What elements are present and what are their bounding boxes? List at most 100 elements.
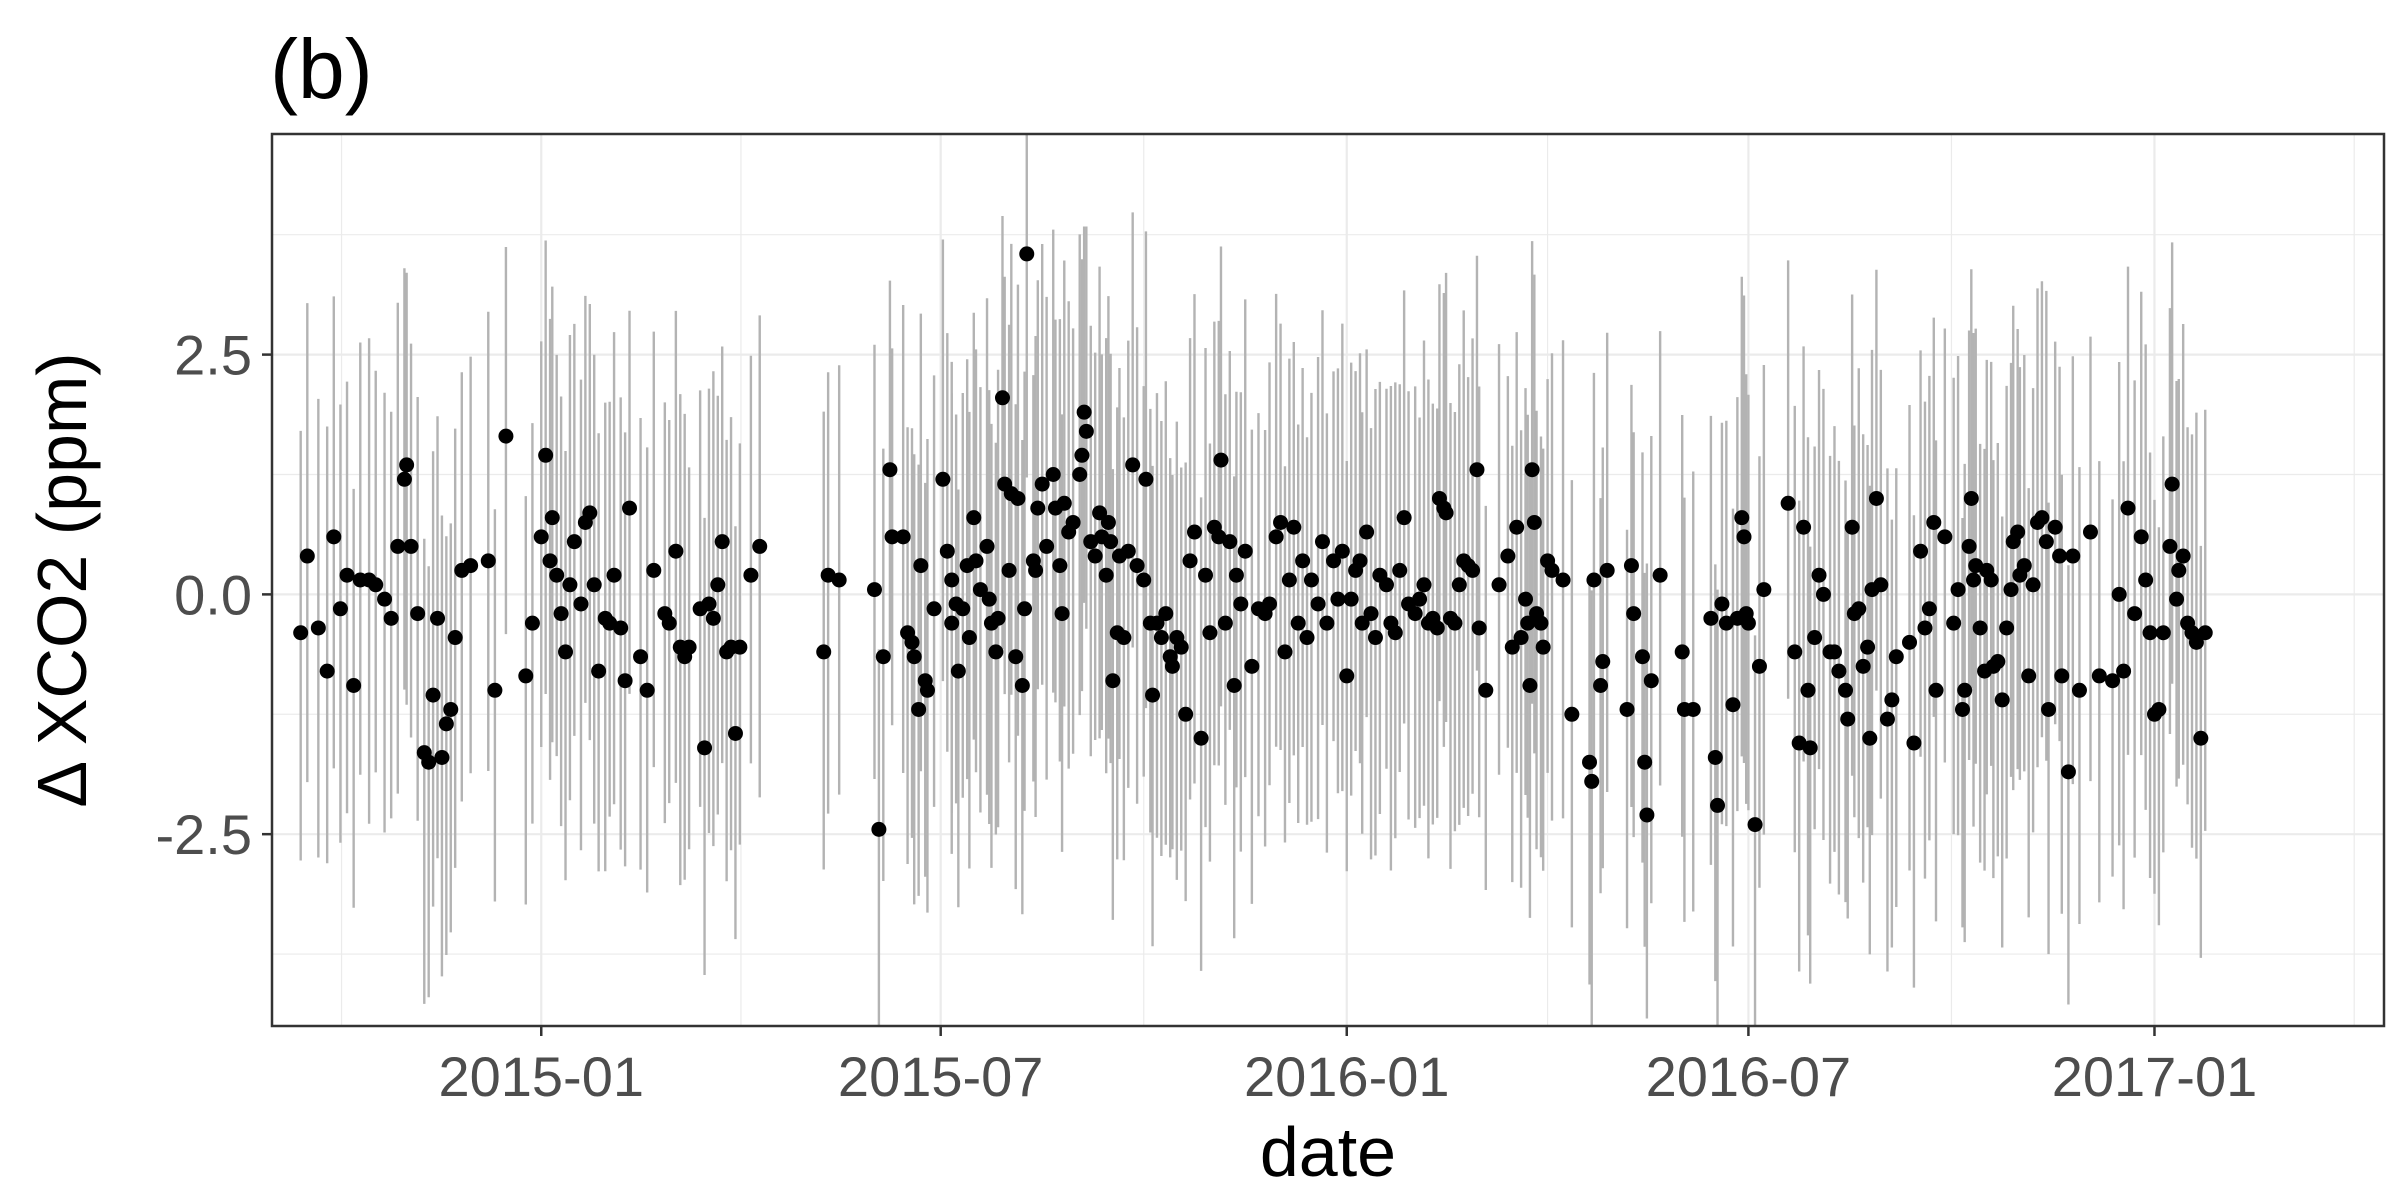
data-point <box>1429 620 1445 636</box>
panel-border <box>270 132 2386 1028</box>
data-point <box>646 562 662 578</box>
data-point <box>2034 510 2050 526</box>
data-point <box>2188 634 2204 650</box>
data-point <box>1544 562 1560 578</box>
data-point <box>1412 591 1428 607</box>
data-point <box>988 644 1004 660</box>
data-point <box>705 610 721 626</box>
data-point <box>1838 682 1854 698</box>
data-point <box>871 821 887 837</box>
data-point <box>613 620 629 636</box>
data-point <box>1295 553 1311 569</box>
data-point <box>533 529 549 545</box>
data-point <box>1076 404 1092 420</box>
data-point <box>732 639 748 655</box>
data-point <box>972 582 988 598</box>
data-point <box>1164 658 1180 674</box>
data-point <box>1330 591 1346 607</box>
data-point <box>1407 606 1423 622</box>
data-point <box>1703 610 1719 626</box>
data-point <box>1387 625 1403 641</box>
data-point <box>1844 519 1860 535</box>
data-point <box>1281 572 1297 588</box>
data-point <box>1103 534 1119 550</box>
data-point <box>1262 596 1278 612</box>
data-point <box>1363 606 1379 622</box>
data-point <box>994 390 1010 406</box>
data-point <box>1555 572 1571 588</box>
y-axis: 2.5 0.0 -2.5 <box>156 324 272 866</box>
data-point <box>1815 586 1831 602</box>
data-point <box>2071 682 2087 698</box>
data-point <box>2025 577 2041 593</box>
data-point <box>1213 452 1229 468</box>
x-tick-label: 2016-01 <box>1244 1045 1450 1108</box>
data-point <box>1509 519 1525 535</box>
data-point <box>1290 615 1306 631</box>
data-point <box>2091 668 2107 684</box>
data-point <box>950 663 966 679</box>
data-point <box>1138 471 1154 487</box>
data-point <box>1286 519 1302 535</box>
data-point <box>639 682 655 698</box>
data-point <box>368 577 384 593</box>
data-point <box>1228 567 1244 583</box>
data-point <box>1173 639 1189 655</box>
data-points <box>293 246 2213 837</box>
data-point <box>1465 562 1481 578</box>
data-point <box>727 725 743 741</box>
data-point <box>944 615 960 631</box>
data-point <box>1222 534 1238 550</box>
data-point <box>1074 447 1090 463</box>
data-point <box>2193 730 2209 746</box>
data-point <box>1367 630 1383 646</box>
data-point <box>1217 615 1233 631</box>
data-point <box>573 596 589 612</box>
data-point <box>1010 490 1026 506</box>
data-point <box>2169 591 2185 607</box>
data-point <box>1504 639 1520 655</box>
data-point <box>1740 615 1756 631</box>
data-point <box>1994 692 2010 708</box>
data-point <box>1535 639 1551 655</box>
data-point <box>410 606 426 622</box>
data-point <box>1136 572 1152 588</box>
data-point <box>606 567 622 583</box>
data-point <box>2038 534 2054 550</box>
data-point <box>1149 615 1165 631</box>
data-point <box>2127 606 2143 622</box>
data-point <box>566 534 582 550</box>
data-point <box>1299 630 1315 646</box>
data-point <box>1840 711 1856 727</box>
data-point <box>1028 562 1044 578</box>
data-point <box>1310 596 1326 612</box>
data-point <box>399 457 415 473</box>
data-point <box>1533 615 1549 631</box>
data-point <box>1643 673 1659 689</box>
data-point <box>1056 495 1072 511</box>
data-point <box>1957 682 1973 698</box>
data-point <box>1500 548 1516 564</box>
data-point <box>1098 567 1114 583</box>
data-point <box>1244 658 1260 674</box>
data-point <box>1747 817 1763 833</box>
data-point <box>1125 457 1141 473</box>
data-point <box>1182 553 1198 569</box>
data-point <box>1268 529 1284 545</box>
data-point <box>831 572 847 588</box>
data-point <box>1116 630 1132 646</box>
data-point <box>990 610 1006 626</box>
data-point <box>1734 510 1750 526</box>
data-point <box>430 610 446 626</box>
data-point <box>1392 562 1408 578</box>
data-point <box>1014 678 1030 694</box>
data-point <box>2003 582 2019 598</box>
x-tick-label: 2015-01 <box>438 1045 644 1108</box>
data-point <box>538 447 554 463</box>
data-point <box>2175 548 2191 564</box>
data-point <box>1999 620 2015 636</box>
data-point <box>2164 476 2180 492</box>
data-point <box>1972 620 1988 636</box>
data-point <box>1078 423 1094 439</box>
data-point <box>1518 591 1534 607</box>
